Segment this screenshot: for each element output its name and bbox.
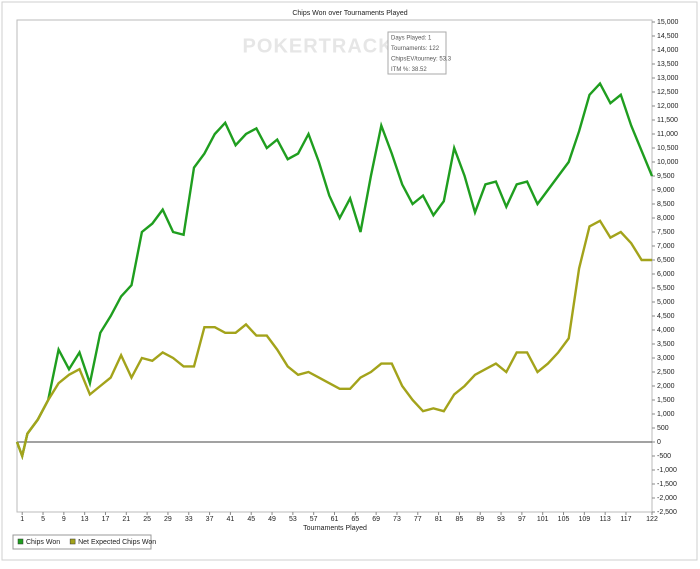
x-tick-label: 25	[143, 516, 151, 523]
y-tick-label: 7,500	[657, 229, 675, 236]
y-tick-label: 6,000	[657, 271, 675, 278]
tooltip: Days Played: 1 Tournaments: 122 ChipsEV/to…	[387, 31, 452, 75]
y-tick-label: 11,000	[657, 131, 678, 138]
y-tick-label: 6,500	[657, 257, 675, 264]
tooltip-line: Days Played: 1	[391, 36, 432, 42]
y-tick-label: 4,000	[657, 327, 675, 334]
y-tick-label: -2,500	[657, 509, 677, 516]
y-tick-label: 5,000	[657, 299, 675, 306]
x-tick-label: 105	[558, 516, 570, 523]
x-tick-label: 53	[289, 516, 297, 523]
y-tick-label: 9,000	[657, 187, 675, 194]
x-tick-label: 9	[62, 516, 66, 523]
x-tick-label: 101	[537, 516, 549, 523]
x-tick-label: 5	[41, 516, 45, 523]
y-tick-label: 14,000	[657, 47, 679, 54]
frame	[1, 1, 698, 561]
y-tick-label: 14,500	[657, 33, 679, 40]
y-tick-label: 10,500	[657, 145, 679, 152]
series-line	[15, 219, 652, 461]
x-tick-label: 89	[476, 516, 484, 523]
y-tick-label: 12,500	[657, 89, 679, 96]
y-tick-label: 15,000	[657, 19, 679, 26]
x-tick-label: 33	[185, 516, 193, 523]
y-tick-label: -2,000	[657, 495, 677, 502]
x-tick-label: 61	[331, 516, 339, 523]
legend-label: Chips Won	[26, 539, 60, 546]
x-tick-label: 122	[646, 516, 658, 523]
y-tick-label: 13,000	[657, 75, 679, 82]
x-tick-label: 81	[435, 516, 443, 523]
x-tick-label: 77	[414, 516, 422, 523]
y-tick-label: 13,500	[657, 61, 679, 68]
y-tick-label: 5,500	[657, 285, 675, 292]
x-axis-label: Tournaments Played	[303, 525, 367, 532]
tooltip-line: ChipsEV/tourney: 53.3	[391, 57, 452, 63]
y-tick-label: 10,000	[657, 159, 679, 166]
y-tick-label: 1,000	[657, 411, 675, 418]
y-tick-label: 8,500	[657, 201, 675, 208]
tooltip-line: ITM %: 38.52	[391, 67, 427, 73]
x-tick-label: 37	[206, 516, 214, 523]
y-tick-label: 3,000	[657, 355, 675, 362]
x-tick-label: 97	[518, 516, 526, 523]
x-tick-label: 85	[456, 516, 464, 523]
y-tick-label: 8,000	[657, 215, 675, 222]
x-tick-label: 1	[20, 516, 24, 523]
series-line	[15, 81, 654, 461]
chart-title: Chips Won over Tournaments Played	[292, 10, 407, 17]
y-tick-label: 9,500	[657, 173, 675, 180]
x-tick-label: 113	[600, 516, 611, 523]
legend-label: Net Expected Chips Won	[78, 539, 156, 546]
y-tick-label: 3,500	[657, 341, 675, 348]
x-tick-label: 29	[164, 516, 172, 523]
y-tick-label: 4,500	[657, 313, 675, 320]
x-tick-label: 57	[310, 516, 318, 523]
x-tick-label: 41	[227, 516, 235, 523]
x-tick-label: 13	[81, 516, 89, 523]
x-tick-label: 21	[122, 516, 130, 523]
y-tick-label: -500	[657, 453, 671, 460]
x-tick-label: 109	[578, 516, 590, 523]
legend-swatch	[17, 538, 24, 545]
x-tick-label: 69	[372, 516, 380, 523]
x-tick-label: 117	[620, 516, 631, 523]
y-tick-label: -1,500	[657, 481, 677, 488]
x-tick-label: 17	[102, 516, 110, 523]
x-tick-label: 93	[497, 516, 505, 523]
y-tick-label: 12,000	[657, 103, 679, 110]
y-tick-label: 2,500	[657, 369, 675, 376]
y-tick-label: 0	[657, 439, 661, 446]
x-tick-label: 65	[351, 516, 359, 523]
legend	[12, 534, 152, 550]
tooltip-line: Tournaments: 122	[391, 46, 440, 52]
y-tick-label: 500	[657, 425, 669, 432]
legend-swatch	[69, 538, 76, 545]
x-tick-label: 73	[393, 516, 401, 523]
y-tick-label: -1,000	[657, 467, 677, 474]
x-tick-label: 49	[268, 516, 276, 523]
y-tick-label: 11,500	[657, 117, 678, 124]
watermark: POKERTRACKER	[243, 35, 424, 57]
tooltip-box	[387, 31, 447, 75]
y-tick-label: 7,000	[657, 243, 675, 250]
y-tick-label: 2,000	[657, 383, 675, 390]
x-tick-label: 45	[247, 516, 255, 523]
y-tick-label: 1,500	[657, 397, 675, 404]
